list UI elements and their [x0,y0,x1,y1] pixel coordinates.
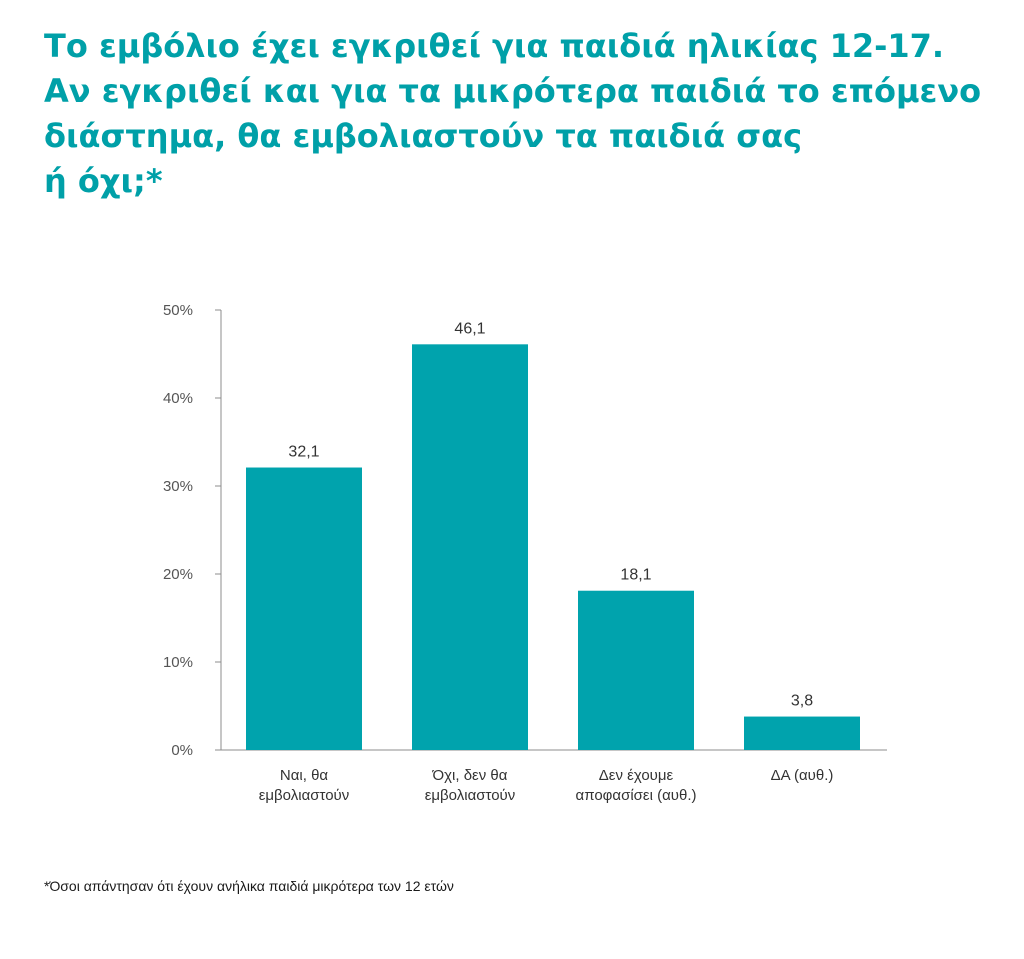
data-label: 32,1 [288,444,319,461]
bar [578,590,694,750]
y-tick-label: 10% [163,654,193,671]
title-line: Αν εγκριθεί και για τα μικρότερα παιδιά … [44,72,982,110]
bar [246,467,362,750]
title-line: Το εμβόλιο έχει εγκριθεί για παιδιά ηλικ… [44,27,945,65]
x-tick-label: ΔΑ (αυθ.) [771,767,834,784]
x-tick-label: Ναι, θα εμβολιαστούν [259,767,350,804]
data-label: 46,1 [454,320,485,337]
x-tick-label-line: αποφασίσει (αυθ.) [576,787,697,804]
x-tick-label-line: Όχι, δεν θα [432,767,508,784]
x-tick-label: Όχι, δεν θα εμβολιαστούν [425,767,516,804]
x-tick-label-line: εμβολιαστούν [425,787,516,804]
x-tick-label: Δεν έχουμε αποφασίσει (αυθ.) [576,767,697,804]
title-line: διάστημα, θα εμβολιαστούν τα παιδιά σας [44,117,803,155]
y-tick-label: 50% [163,302,193,319]
title-line: ή όχι;* [44,162,163,200]
x-tick-label-line: Ναι, θα [280,767,329,784]
data-label: 18,1 [620,567,651,584]
y-tick-label: 0% [171,742,193,759]
x-tick-label-line: ΔΑ (αυθ.) [771,767,834,784]
footnote: *Όσοι απάντησαν ότι έχουν ανήλικα παιδιά… [44,878,454,894]
x-tick-label-line: εμβολιαστούν [259,787,350,804]
y-tick-label: 40% [163,390,193,407]
data-label: 3,8 [791,693,813,710]
y-tick-label: 30% [163,478,193,495]
bar [412,344,528,750]
x-tick-label-line: Δεν έχουμε [599,767,674,784]
bar [744,716,860,750]
chart-title: Το εμβόλιο έχει εγκριθεί για παιδιά ηλικ… [44,24,1014,204]
y-tick-label: 20% [163,566,193,583]
